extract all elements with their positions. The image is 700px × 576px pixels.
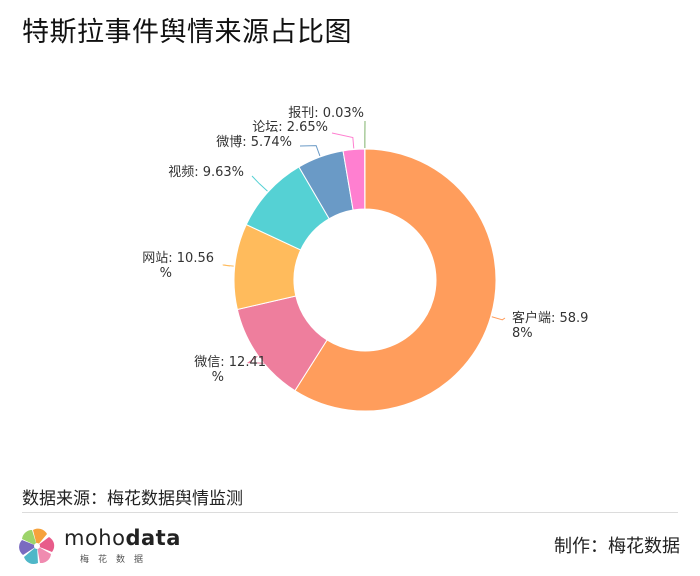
slice-label-2: 网站: 10.56%: [142, 251, 214, 281]
slice-labels-group: 客户端: 58.9 8% 微信: 12.41 % 网站: 10.56 % 视频: 9.63%…: [142, 106, 588, 385]
leader-line-1: [246, 355, 293, 365]
slice-0: [294, 148, 497, 412]
credit-note: 制作：梅花数据: [554, 536, 680, 557]
logo-wordmark: mohodata: [64, 526, 181, 550]
slice-label-6: 报刊: 0.03%: [288, 106, 364, 121]
slice-label-5: 论坛: 2.65%: [252, 120, 328, 135]
pinwheel-logo-icon: [19, 528, 55, 565]
chart-title: 特斯拉事件舆情来源占比图: [22, 17, 352, 48]
leader-line-3: [251, 175, 268, 192]
leader-line-4: [299, 145, 321, 157]
footer-divider: [22, 512, 678, 513]
logo-subtitle: 梅花数据: [80, 555, 153, 565]
leader-line-2: [222, 264, 234, 267]
slice-label-3: 视频: 9.63%: [168, 165, 244, 180]
slice-label-4: 微博: 5.74%: [216, 135, 292, 150]
leader-lines-group: [222, 120, 506, 365]
mohodata-logo: mohodata 梅花数据: [18, 524, 181, 568]
slices-group: [233, 148, 497, 412]
logo-wordmark-moho: moho: [64, 526, 126, 550]
slice-label-1: 微信: 12.41%: [194, 355, 266, 385]
data-source-note: 数据来源：梅花数据舆情监测: [22, 489, 243, 509]
logo-wordmark-data: data: [125, 526, 181, 550]
leader-line-5: [331, 132, 355, 149]
leader-line-0: [491, 316, 506, 321]
slice-label-0: 客户端: 58.9 8%: [512, 310, 588, 341]
donut-chart: 客户端: 58.9 8% 微信: 12.41 % 网站: 10.56 % 视频: 9.63%…: [142, 106, 588, 412]
